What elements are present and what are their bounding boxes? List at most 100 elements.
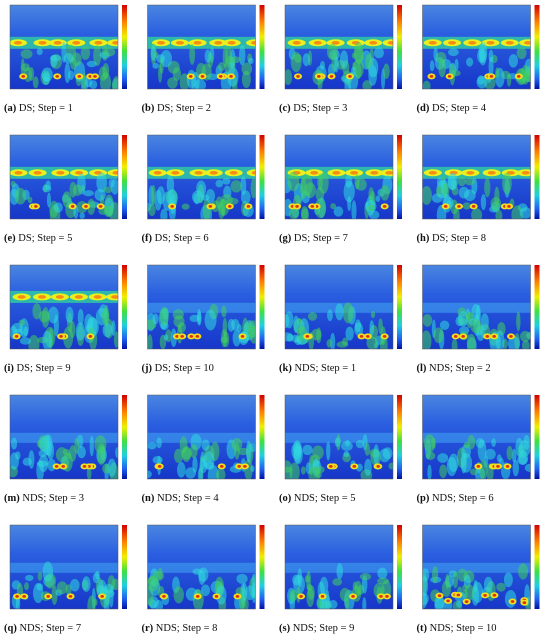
- blob: [32, 76, 39, 89]
- band-hot: [251, 171, 256, 175]
- caption-text: NDS; Step = 10: [430, 623, 497, 634]
- blob: [87, 198, 96, 215]
- blob: [67, 70, 75, 80]
- blob: [355, 439, 365, 449]
- band-hot: [292, 41, 301, 45]
- scalogram: [147, 5, 256, 89]
- hot-core: [429, 75, 434, 78]
- blob: [292, 574, 301, 586]
- blob: [343, 180, 355, 203]
- blob: [198, 570, 206, 585]
- frame: [147, 264, 256, 350]
- blob: [167, 77, 178, 89]
- blob: [382, 447, 393, 460]
- scalogram: [285, 135, 393, 219]
- band-hot: [171, 171, 180, 175]
- band-hot: [17, 295, 26, 299]
- hot-core: [14, 335, 19, 338]
- blob: [65, 306, 74, 323]
- scalogram: [422, 525, 531, 609]
- blob: [79, 212, 85, 219]
- band-hot: [332, 171, 341, 175]
- blob: [345, 326, 354, 341]
- frame: [9, 134, 119, 220]
- scalogram: [10, 395, 118, 479]
- blob: [517, 455, 528, 465]
- hot-core: [507, 205, 511, 208]
- frame: [9, 264, 119, 350]
- blob: [369, 320, 375, 336]
- blob: [82, 576, 91, 592]
- blob: [45, 180, 51, 191]
- caption-label: (a): [4, 103, 17, 114]
- blob: [98, 443, 105, 451]
- blob: [147, 470, 152, 478]
- hot-core: [218, 75, 223, 78]
- blob: [355, 178, 367, 191]
- blob: [251, 582, 256, 603]
- blob: [159, 306, 169, 326]
- blob: [152, 570, 165, 581]
- blob: [524, 463, 531, 473]
- blob: [24, 582, 29, 591]
- blob: [287, 171, 300, 192]
- blob: [516, 47, 527, 60]
- frame: [9, 4, 119, 90]
- scalogram: [147, 525, 256, 609]
- caption-label: (m): [4, 493, 20, 504]
- band-hot: [370, 171, 379, 175]
- blob: [432, 566, 439, 584]
- hot-core: [443, 205, 448, 208]
- caption: (j) DS; Step = 10: [142, 363, 214, 374]
- blob: [460, 452, 467, 474]
- blob: [86, 60, 97, 68]
- blob: [93, 45, 102, 66]
- band-hot: [153, 171, 162, 175]
- blob: [367, 204, 376, 212]
- blob: [302, 444, 313, 456]
- band-hot: [156, 41, 165, 45]
- blob: [96, 172, 108, 193]
- haze: [147, 562, 256, 573]
- caption-text: DS; Step = 6: [155, 233, 209, 244]
- blob: [185, 467, 196, 479]
- blob: [241, 582, 248, 602]
- blob: [519, 207, 531, 219]
- colorbar: [397, 5, 402, 89]
- blob: [427, 464, 432, 479]
- hot-core: [446, 599, 450, 603]
- blob: [96, 448, 106, 465]
- blob: [364, 458, 372, 476]
- blob: [473, 579, 478, 593]
- blob: [512, 459, 519, 477]
- frame: [284, 524, 394, 610]
- blob: [351, 200, 357, 219]
- blob: [451, 338, 458, 349]
- frame: [284, 264, 394, 350]
- caption-label: (d): [417, 103, 430, 114]
- blob: [307, 585, 315, 600]
- blob: [452, 571, 459, 589]
- blob: [173, 448, 184, 464]
- blob: [334, 56, 339, 73]
- blob: [433, 47, 438, 62]
- blob: [111, 76, 118, 89]
- blob: [336, 563, 343, 580]
- blob: [99, 72, 112, 89]
- hot-core: [15, 595, 19, 598]
- caption: (e) DS; Step = 5: [4, 233, 72, 244]
- scalogram: [422, 5, 531, 89]
- blob: [495, 67, 500, 79]
- blob: [339, 50, 349, 69]
- band-hot: [524, 41, 531, 45]
- frame: [422, 4, 531, 90]
- blob: [292, 440, 302, 456]
- frame: [284, 4, 394, 90]
- band-hot: [14, 171, 23, 175]
- blob: [151, 44, 156, 61]
- band-hot: [251, 41, 256, 45]
- caption: (o) NDS; Step = 5: [279, 493, 356, 504]
- blob: [28, 450, 35, 469]
- scalogram: [147, 265, 256, 349]
